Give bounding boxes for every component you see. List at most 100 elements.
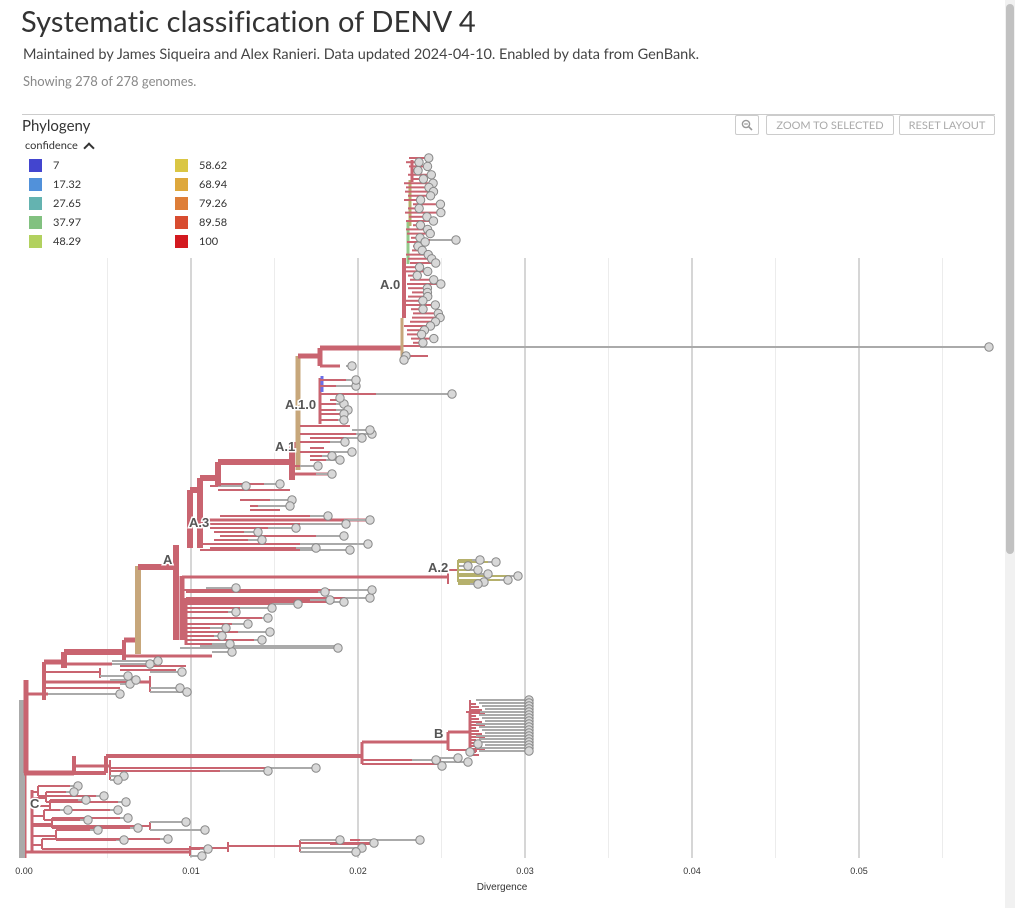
tip-node[interactable]	[181, 817, 191, 827]
tip-node[interactable]	[123, 813, 133, 823]
tip-node[interactable]	[320, 587, 330, 597]
tip-node[interactable]	[227, 647, 237, 657]
tip-node[interactable]	[341, 519, 351, 529]
tip-node[interactable]	[491, 557, 501, 567]
tip-node[interactable]	[123, 671, 133, 681]
tip-node[interactable]	[426, 170, 437, 180]
tip-node[interactable]	[293, 599, 303, 609]
legend-item[interactable]: 58.62	[175, 158, 227, 172]
tip-node[interactable]	[412, 270, 422, 281]
tip-node[interactable]	[175, 683, 185, 693]
tip-node[interactable]	[367, 585, 377, 595]
tip-node[interactable]	[182, 687, 192, 697]
tip-node[interactable]	[163, 834, 173, 844]
tip-node[interactable]	[422, 212, 432, 222]
tree-tips[interactable]	[63, 153, 994, 861]
tip-node[interactable]	[335, 455, 345, 465]
tip-node[interactable]	[473, 739, 483, 749]
tip-node[interactable]	[447, 389, 457, 399]
tip-node[interactable]	[524, 746, 534, 756]
tip-node[interactable]	[253, 527, 263, 537]
tip-node[interactable]	[424, 153, 434, 163]
tip-node[interactable]	[437, 761, 447, 771]
tip-node[interactable]	[513, 571, 523, 581]
tip-node[interactable]	[311, 763, 321, 773]
tip-node[interactable]	[365, 593, 375, 603]
tip-node[interactable]	[425, 191, 436, 201]
tip-node[interactable]	[345, 545, 355, 555]
legend-item[interactable]: 68.94	[175, 177, 227, 191]
tip-node[interactable]	[243, 619, 253, 629]
tip-node[interactable]	[335, 393, 345, 403]
tree-branches[interactable]	[19, 157, 989, 858]
tip-node[interactable]	[365, 515, 375, 525]
legend-item[interactable]: 79.26	[175, 196, 227, 210]
tip-node[interactable]	[69, 787, 79, 797]
tip-node[interactable]	[203, 844, 213, 854]
tip-node[interactable]	[436, 279, 446, 289]
tip-node[interactable]	[133, 823, 143, 833]
tip-node[interactable]	[413, 165, 423, 176]
legend-item[interactable]: 100	[175, 234, 218, 248]
tip-node[interactable]	[475, 555, 485, 565]
legend-item[interactable]: 7	[29, 158, 59, 172]
scrollbar-thumb[interactable]	[1006, 4, 1014, 554]
tip-node[interactable]	[430, 300, 441, 310]
legend-item[interactable]: 89.58	[175, 215, 227, 229]
tip-node[interactable]	[416, 329, 427, 340]
zoom-out-button[interactable]	[735, 115, 759, 135]
tip-node[interactable]	[351, 847, 361, 857]
tip-node[interactable]	[483, 569, 493, 579]
tip-node[interactable]	[415, 835, 425, 845]
tip-node[interactable]	[285, 501, 295, 511]
tip-node[interactable]	[435, 199, 446, 209]
tip-node[interactable]	[313, 461, 323, 471]
tip-node[interactable]	[429, 333, 439, 344]
tip-node[interactable]	[340, 437, 350, 447]
tip-node[interactable]	[83, 815, 93, 825]
tip-node[interactable]	[420, 237, 430, 247]
tip-node[interactable]	[415, 220, 426, 230]
tip-node[interactable]	[231, 583, 241, 593]
legend-toggle[interactable]: confidence	[25, 139, 95, 154]
tip-node[interactable]	[418, 296, 428, 306]
tip-node[interactable]	[365, 425, 375, 435]
tip-node[interactable]	[473, 579, 483, 589]
tip-node[interactable]	[231, 607, 241, 617]
tip-node[interactable]	[431, 755, 441, 765]
tip-node[interactable]	[414, 157, 424, 167]
tip-node[interactable]	[113, 805, 123, 815]
tip-node[interactable]	[197, 851, 207, 861]
tip-node[interactable]	[99, 791, 109, 801]
tip-node[interactable]	[257, 535, 267, 545]
tip-node[interactable]	[291, 523, 301, 533]
legend-item[interactable]: 48.29	[29, 234, 81, 248]
tip-node[interactable]	[451, 235, 461, 245]
tip-node[interactable]	[347, 447, 357, 457]
tip-node[interactable]	[327, 451, 337, 461]
tip-node[interactable]	[418, 304, 428, 314]
tip-node[interactable]	[145, 659, 155, 669]
tip-node[interactable]	[241, 481, 251, 491]
tip-node[interactable]	[327, 469, 337, 479]
tip-node[interactable]	[473, 565, 483, 575]
tip-node[interactable]	[418, 338, 428, 348]
tip-node[interactable]	[153, 656, 163, 666]
tip-node[interactable]	[414, 203, 424, 214]
tip-node[interactable]	[225, 639, 235, 649]
tip-node[interactable]	[339, 531, 349, 541]
tip-node[interactable]	[265, 627, 275, 637]
tip-node[interactable]	[363, 539, 373, 549]
tip-node[interactable]	[113, 775, 123, 785]
tip-node[interactable]	[431, 258, 441, 268]
zoom-to-selected-button[interactable]: ZOOM TO SELECTED	[766, 115, 894, 135]
tip-node[interactable]	[369, 838, 379, 848]
tip-node[interactable]	[200, 825, 210, 835]
tip-node[interactable]	[425, 228, 435, 239]
tip-node[interactable]	[221, 623, 231, 633]
tip-node[interactable]	[399, 355, 409, 365]
tip-node[interactable]	[263, 613, 273, 623]
tip-node[interactable]	[335, 835, 345, 845]
tip-node[interactable]	[465, 747, 475, 757]
